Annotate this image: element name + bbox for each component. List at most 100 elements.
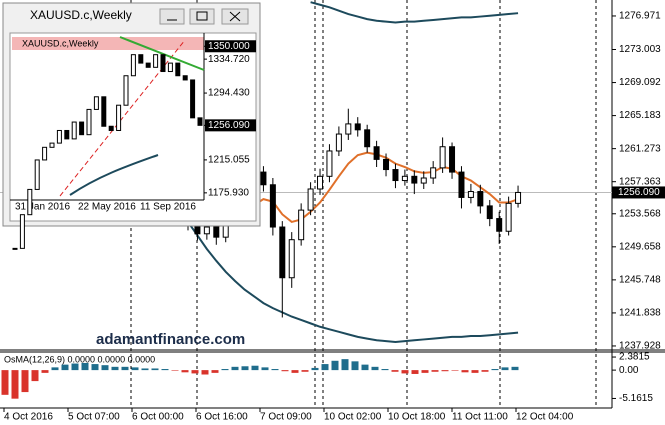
candle-body (79, 121, 85, 136)
histogram-bar (491, 369, 499, 371)
watermark: adamantfinance.com (96, 331, 245, 348)
y-tick-label: 1256.090 (208, 120, 250, 131)
y-tick-label: 1350.000 (208, 41, 250, 52)
candle-body (182, 75, 188, 81)
x-tick-label: 5 Oct 07:00 (68, 412, 120, 423)
x-tick-label: 22 May 2016 (78, 202, 136, 213)
price-box (205, 119, 256, 132)
histogram-bar (81, 362, 89, 371)
histogram-bar (201, 370, 209, 375)
histogram-bar (21, 370, 29, 393)
x-tick-label: 7 Oct 09:00 (260, 412, 312, 423)
histogram-bar (141, 368, 149, 371)
candle-body (307, 188, 314, 211)
candle-body (364, 129, 371, 148)
y-tick-label: 2.3815 (619, 352, 650, 363)
indicator-title: OsMA(12,26,9) 0.0000 0.0000 0.0000 (4, 354, 155, 364)
histogram-bar (351, 361, 359, 371)
x-tick-label: 11 Sep 2016 (140, 202, 196, 213)
y-tick-label: 1215.055 (208, 155, 250, 166)
histogram-bar (131, 367, 139, 371)
histogram-bar (291, 370, 299, 373)
histogram-bar (31, 370, 39, 382)
band-line (69, 154, 159, 196)
y-tick-label: 1175.930 (208, 187, 249, 198)
y-tick-label: 0.00 (619, 365, 639, 376)
candle-body (401, 175, 408, 182)
candle-body (93, 96, 99, 110)
y-tick-label: 1269.092 (619, 77, 661, 88)
inset-plot: 1350.000 1334.720 1294.430 1256.090 1215.055… (12, 40, 256, 250)
candle-body (116, 104, 122, 131)
candle-body (260, 171, 267, 186)
candle-body (138, 54, 144, 64)
band-line (187, 221, 519, 343)
band-line (310, 1, 519, 24)
candle-body (411, 175, 418, 184)
candle-body (505, 202, 512, 232)
x-tick-label: 10 Oct 02:00 (324, 412, 382, 423)
x-tick-label: 6 Oct 16:00 (196, 412, 248, 423)
candle-body (496, 218, 503, 232)
histogram-bar (371, 366, 379, 371)
histogram-bar (421, 370, 429, 373)
histogram-bar (181, 370, 189, 373)
histogram-bar (461, 370, 469, 373)
candle-body (486, 205, 493, 220)
histogram-bar (41, 370, 49, 373)
candle-body (86, 108, 92, 136)
candle-body (458, 171, 465, 198)
histogram-bar (441, 370, 449, 372)
candle-body (317, 175, 324, 190)
window-buttons[interactable] (159, 8, 249, 25)
maximize-button[interactable] (189, 8, 215, 25)
candle-body (42, 146, 48, 161)
inset-symbol-label: XAUUSD.c,Weekly (22, 38, 99, 48)
histogram-bar (401, 370, 409, 374)
candle-body (213, 226, 220, 238)
candle-body (477, 191, 484, 207)
x-tick-label: 31 Jan 2016 (15, 202, 70, 213)
y-tick-label: 1245.748 (619, 275, 661, 286)
candle-body (145, 62, 151, 68)
candle-body (167, 62, 173, 73)
candle-body (160, 54, 166, 73)
candle-body (298, 209, 305, 241)
histogram-bar (61, 364, 69, 371)
histogram-bar (121, 366, 129, 371)
histogram-bar (11, 370, 19, 399)
y-tick-label: 1241.838 (619, 308, 661, 319)
y-tick-label: 1273.003 (619, 44, 661, 55)
histogram-bar (71, 363, 79, 371)
resistance-zone (12, 37, 204, 50)
candle-body (19, 214, 25, 249)
histogram-bar (241, 366, 249, 371)
candle-body (190, 79, 196, 119)
y-tick-label: 1294.430 (208, 88, 250, 99)
histogram-bar (251, 365, 259, 371)
candle-body (130, 54, 136, 77)
histogram-bar (471, 370, 479, 373)
histogram-bar (191, 370, 199, 374)
candle-body (56, 129, 62, 144)
x-tick-label: 12 Oct 04:00 (516, 412, 574, 423)
candle-body (345, 123, 352, 135)
x-tick-label: 11 Oct 11:00 (452, 412, 508, 423)
candle-body (203, 226, 210, 235)
histogram-bar (271, 369, 279, 371)
histogram-bar (91, 364, 99, 371)
histogram-bar (431, 370, 439, 372)
histogram-bar (281, 370, 289, 372)
close-icon (229, 11, 241, 22)
candle-body (420, 177, 427, 184)
candle-body (326, 150, 333, 177)
histogram-bar (151, 368, 159, 371)
candle-body (383, 158, 390, 171)
candle-body (34, 159, 40, 190)
histogram-bar (231, 366, 239, 371)
histogram-bar (481, 370, 489, 372)
minimize-button[interactable] (159, 8, 185, 25)
histogram-bar (321, 364, 329, 371)
inset-window: XAUUSD.c,Weekly XAUUSD.c,Weekly 1350.000… (2, 2, 261, 250)
